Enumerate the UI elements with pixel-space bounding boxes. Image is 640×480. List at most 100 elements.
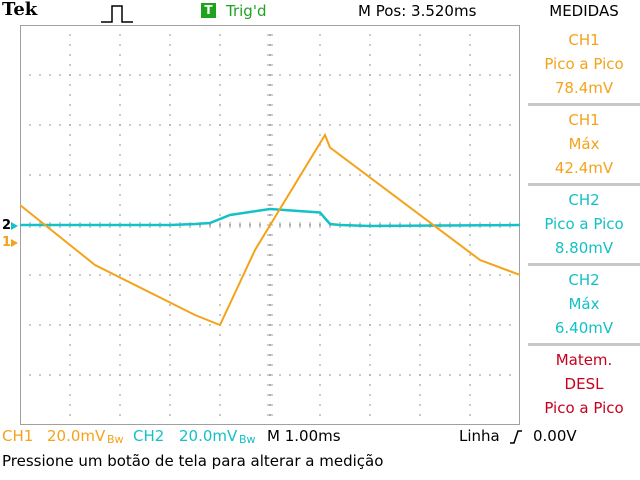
graticule-dot	[439, 124, 441, 126]
graticule-dot	[499, 174, 501, 176]
graticule-dot	[319, 114, 321, 116]
graticule-dot	[209, 124, 211, 126]
graticule-dot	[369, 414, 371, 416]
graticule-dot	[59, 324, 61, 326]
graticule-dot	[169, 244, 171, 246]
graticule-dot	[369, 74, 371, 76]
graticule-dot	[199, 274, 201, 276]
measure-slot-5[interactable]: Matem. DESL Pico a Pico	[528, 348, 640, 420]
graticule-dot	[169, 34, 171, 36]
graticule-dot	[409, 324, 411, 326]
graticule-dot	[469, 104, 471, 106]
graticule-dot	[369, 194, 371, 196]
graticule-dot	[99, 124, 101, 126]
graticule-dot	[519, 74, 520, 76]
graticule-dot	[69, 74, 71, 76]
graticule-dot	[409, 374, 411, 376]
ch1-scale: 20.0mV	[47, 427, 106, 445]
graticule-dot	[279, 74, 281, 76]
graticule-dot	[69, 304, 71, 306]
graticule-dot	[409, 174, 411, 176]
graticule-dot	[329, 374, 331, 376]
graticule-dot	[419, 334, 421, 336]
graticule-dot	[129, 74, 131, 76]
measure-type: Pico a Pico	[544, 55, 624, 73]
graticule-dot	[119, 294, 121, 296]
graticule-dot	[119, 394, 121, 396]
graticule-dot	[429, 124, 431, 126]
graticule-dot	[219, 124, 221, 126]
graticule-dot	[319, 25, 321, 26]
graticule-dot	[359, 124, 361, 126]
graticule-dot	[509, 374, 511, 376]
graticule-dot	[119, 114, 121, 116]
graticule-dot	[219, 254, 221, 256]
graticule-dot	[219, 114, 221, 116]
graticule-dot	[309, 374, 311, 376]
graticule-dot	[419, 324, 421, 326]
graticule-dot	[319, 324, 321, 326]
graticule-dot	[189, 274, 191, 276]
graticule-dot	[439, 74, 441, 76]
graticule-dot	[99, 274, 101, 276]
graticule-dot	[119, 214, 121, 216]
graticule-dot	[219, 354, 221, 356]
graticule-dot	[419, 284, 421, 286]
graticule-dot	[229, 74, 231, 76]
graticule-dot	[219, 264, 221, 266]
ch1-bw-limit: Bw	[107, 433, 124, 446]
graticule-dot	[39, 374, 41, 376]
graticule-dot	[429, 274, 431, 276]
graticule-dot	[499, 274, 501, 276]
graticule-dot	[379, 274, 381, 276]
graticule-dot	[189, 324, 191, 326]
graticule-dot	[219, 334, 221, 336]
ch2-marker-arrow-icon	[11, 222, 18, 230]
graticule-dot	[159, 274, 161, 276]
measure-type: Máx	[568, 295, 600, 313]
graticule-dot	[169, 74, 171, 76]
graticule-dot	[119, 354, 121, 356]
graticule-dot	[419, 354, 421, 356]
measure-type: Pico a Pico	[544, 215, 624, 233]
graticule-dot	[369, 274, 371, 276]
graticule-dot	[189, 174, 191, 176]
graticule-dot	[219, 314, 221, 316]
graticule-dot	[219, 364, 221, 366]
graticule-dot	[169, 124, 171, 126]
graticule-dot	[219, 54, 221, 56]
graticule-dot	[139, 274, 141, 276]
graticule-dot	[469, 284, 471, 286]
graticule-dot	[219, 284, 221, 286]
graticule-dot	[319, 84, 321, 86]
measure-slot-2[interactable]: CH1 Máx 42.4mV	[528, 108, 640, 180]
graticule-dot	[259, 324, 261, 326]
graticule-dot	[489, 274, 491, 276]
graticule-dot	[319, 174, 321, 176]
graticule-dot	[179, 124, 181, 126]
graticule-dot	[379, 74, 381, 76]
graticule-dot	[89, 124, 91, 126]
measure-slot-1[interactable]: CH1 Pico a Pico 78.4mV	[528, 28, 640, 100]
graticule-dot	[459, 374, 461, 376]
graticule-dot	[369, 34, 371, 36]
graticule-dot	[189, 124, 191, 126]
graticule-dot	[419, 274, 421, 276]
graticule-dot	[149, 374, 151, 376]
graticule-dot	[79, 324, 81, 326]
graticule-dot	[29, 374, 31, 376]
measure-slot-4[interactable]: CH2 Máx 6.40mV	[528, 268, 640, 340]
graticule-dot	[469, 334, 471, 336]
graticule-dot	[479, 274, 481, 276]
graticule-dot	[219, 184, 221, 186]
graticule-dot	[369, 404, 371, 406]
graticule-dot	[389, 324, 391, 326]
graticule-dot	[139, 174, 141, 176]
measure-source: CH1	[568, 111, 600, 129]
graticule-dot	[369, 114, 371, 116]
graticule-dot	[289, 374, 291, 376]
graticule-dot	[369, 154, 371, 156]
graticule-dot	[319, 344, 321, 346]
measure-slot-3[interactable]: CH2 Pico a Pico 8.80mV	[528, 188, 640, 260]
measure-type: Máx	[568, 135, 600, 153]
